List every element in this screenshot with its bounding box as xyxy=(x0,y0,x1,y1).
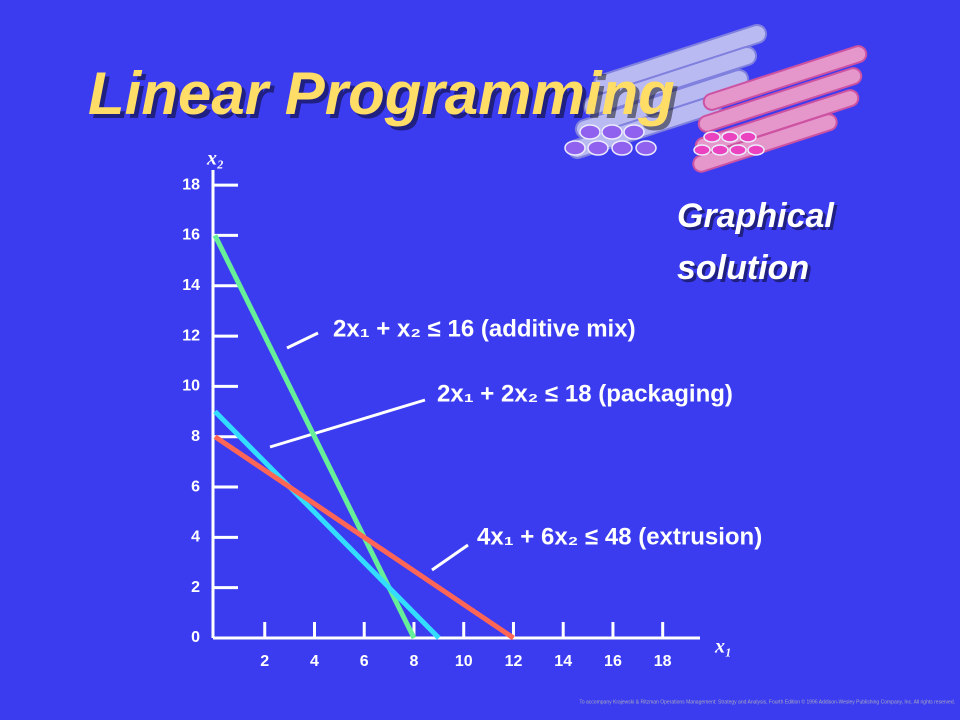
leader-line xyxy=(431,543,469,572)
y-tick-label: 12 xyxy=(182,327,200,344)
y-tick-label: 8 xyxy=(191,428,200,445)
leader-line xyxy=(269,398,426,449)
x-tick-label: 18 xyxy=(654,653,672,670)
x-tick-label: 4 xyxy=(310,653,319,670)
x-tick-label: 14 xyxy=(554,653,572,670)
subtitle-shadow: Graphical xyxy=(680,200,838,238)
constraint-line xyxy=(212,234,417,640)
y-axis-label: x₂ xyxy=(206,148,224,170)
x-tick-label: 2 xyxy=(260,653,269,670)
x-tick-label: 10 xyxy=(455,653,473,670)
subtitle: Graphical xyxy=(677,197,835,235)
y-tick-label: 4 xyxy=(191,529,200,546)
y-tick-label: 10 xyxy=(182,378,200,395)
title-shadow: Linear Programming xyxy=(92,64,679,131)
leader-line xyxy=(286,331,319,350)
constraint-label: 2x₁ + x₂ ≤ 16 (additive mix) xyxy=(333,315,636,342)
x-tick-label: 6 xyxy=(360,653,369,670)
pipes-decoration xyxy=(564,23,868,173)
subtitle: solution xyxy=(677,249,809,287)
x-tick-label: 12 xyxy=(505,653,523,670)
title: Linear Programming xyxy=(88,60,675,127)
constraint-label: 2x₁ + 2x₂ ≤ 18 (packaging) xyxy=(437,380,733,407)
footer: To accompany Krajewski & Ritzman Operati… xyxy=(579,698,955,705)
x-axis-label: x₁ xyxy=(714,636,732,658)
constraint-line xyxy=(213,434,515,641)
y-tick-label: 6 xyxy=(191,478,200,495)
y-tick-label: 0 xyxy=(191,629,200,646)
y-tick-label: 14 xyxy=(182,277,200,294)
subtitle-shadow: solution xyxy=(680,252,812,290)
y-tick-label: 18 xyxy=(182,176,200,193)
y-tick-label: 16 xyxy=(182,227,200,244)
x-tick-label: 8 xyxy=(410,653,419,670)
x-tick-label: 16 xyxy=(604,653,622,670)
constraint-label: 4x₁ + 6x₂ ≤ 48 (extrusion) xyxy=(477,523,762,550)
constraint-line xyxy=(213,409,441,640)
y-tick-label: 2 xyxy=(191,579,200,596)
